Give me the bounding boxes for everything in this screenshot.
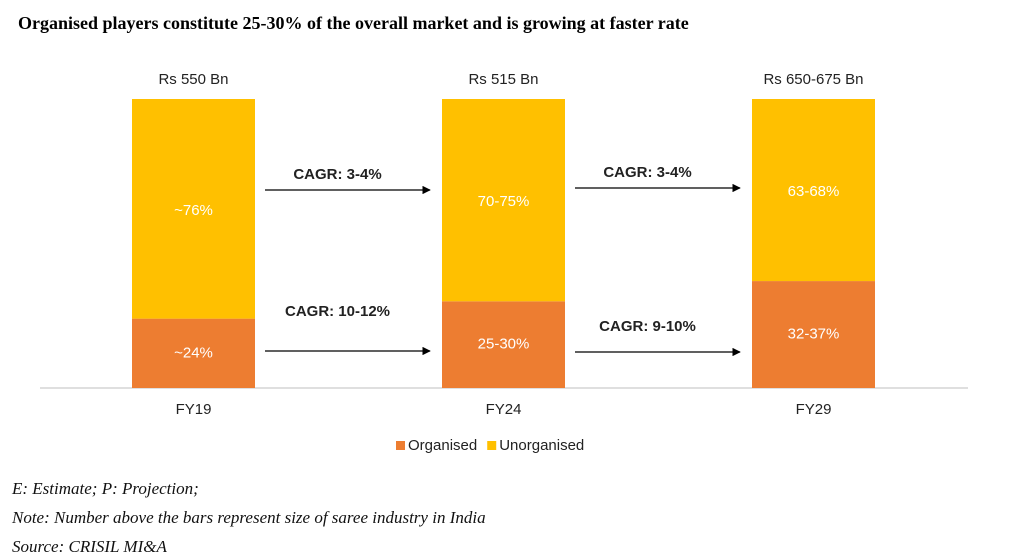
total-label: Rs 515 Bn: [468, 71, 538, 88]
footnote: E: Estimate; P: Projection;: [11, 479, 199, 498]
value-label: 25-30%: [478, 336, 530, 353]
chart-title: Organised players constitute 25-30% of t…: [18, 13, 689, 33]
value-label: 70-75%: [478, 193, 530, 210]
footnote: Note: Number above the bars represent si…: [11, 508, 486, 527]
legend-label: Unorganised: [499, 437, 584, 454]
cagr-label: CAGR: 9-10%: [599, 318, 696, 335]
bar-segment: [442, 301, 565, 388]
bar-segment: [442, 99, 565, 302]
x-tick-label: FY24: [486, 401, 522, 418]
bar-segment: [132, 99, 255, 319]
value-label: ~76%: [174, 202, 213, 219]
footnote: Source: CRISIL MI&A: [12, 537, 167, 556]
value-label: ~24%: [174, 344, 213, 361]
bar-segment: [752, 99, 875, 282]
x-tick-label: FY19: [176, 401, 212, 418]
value-label: 32-37%: [788, 326, 840, 343]
total-label: Rs 650-675 Bn: [763, 71, 863, 88]
cagr-label: CAGR: 10-12%: [285, 303, 390, 320]
bar-segment: [132, 318, 255, 388]
total-label: Rs 550 Bn: [158, 71, 228, 88]
bar-segment: [752, 281, 875, 388]
cagr-label: CAGR: 3-4%: [293, 166, 381, 183]
cagr-label: CAGR: 3-4%: [603, 164, 691, 181]
x-tick-label: FY29: [796, 401, 832, 418]
legend-swatch: [487, 441, 497, 450]
value-label: 63-68%: [788, 183, 840, 200]
legend-label: Organised: [408, 437, 477, 454]
legend-swatch: [396, 441, 405, 450]
